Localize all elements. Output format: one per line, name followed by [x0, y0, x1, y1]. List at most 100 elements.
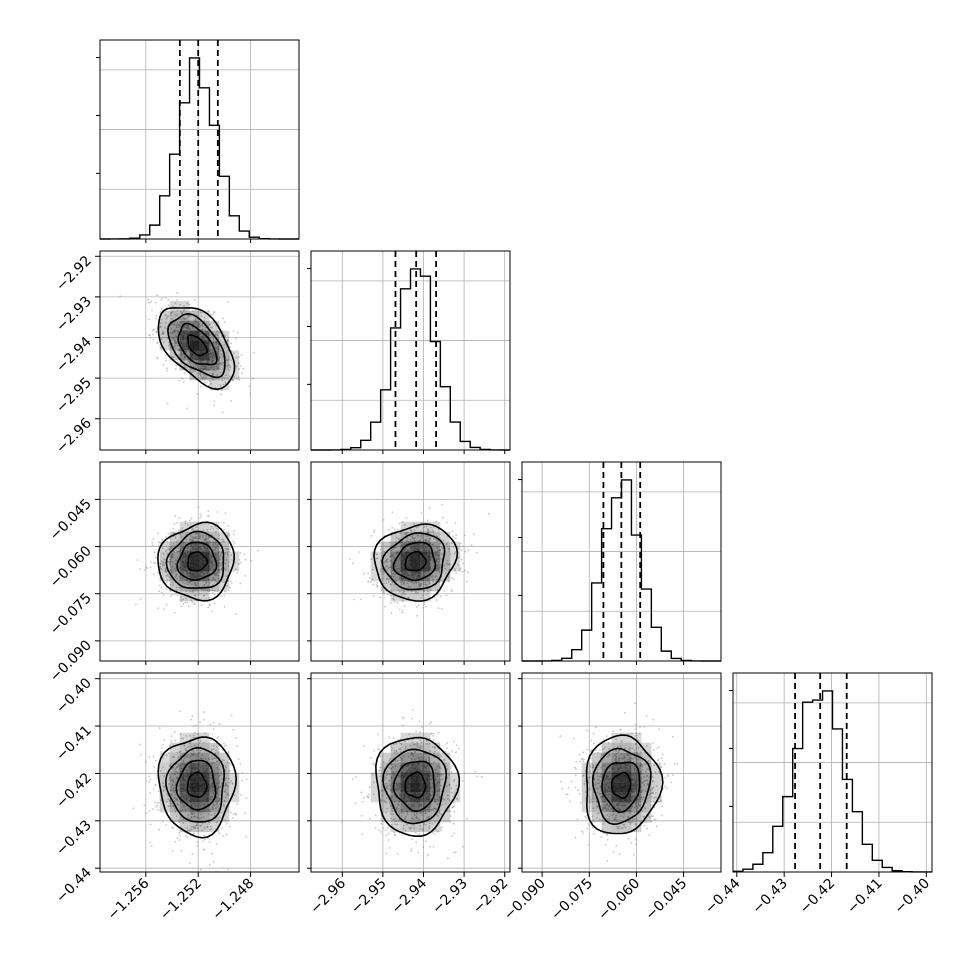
sample-point [427, 816, 430, 818]
sample-point [232, 533, 235, 536]
density-cell [420, 561, 431, 572]
sample-point [174, 840, 177, 843]
sample-point [229, 365, 232, 368]
density-cell [400, 792, 411, 803]
sample-point [241, 779, 243, 782]
sample-point [392, 766, 394, 769]
density-cell [159, 541, 170, 552]
sample-point [197, 738, 200, 741]
sample-point [387, 839, 390, 842]
sample-point [423, 590, 425, 593]
sample-point [223, 528, 225, 531]
sample-point [403, 755, 405, 758]
sample-point [221, 758, 224, 761]
sample-point [411, 738, 414, 741]
sample-point [210, 525, 213, 528]
sample-point [412, 537, 415, 540]
sample-point [213, 593, 216, 596]
sample-point [363, 796, 366, 799]
sample-point [398, 799, 400, 802]
sample-point [455, 788, 458, 791]
sample-point [159, 567, 162, 570]
sample-point [462, 545, 465, 548]
contour-3 [157, 307, 236, 391]
sample-point [399, 738, 402, 741]
sample-point [205, 593, 208, 595]
sample-point [380, 548, 382, 551]
panel-frame [99, 672, 300, 873]
sample-point [386, 784, 389, 787]
density-cell [169, 752, 180, 763]
density-cell [199, 350, 210, 361]
sample-point [192, 734, 195, 737]
sample-point [402, 717, 405, 720]
sample-point [226, 791, 228, 794]
sample-point [416, 743, 419, 746]
sample-point [466, 580, 468, 583]
sample-point [228, 358, 230, 361]
sample-point [231, 559, 233, 561]
sample-point [229, 769, 231, 772]
sample-point [171, 332, 174, 335]
sample-point [429, 526, 432, 529]
sample-point [195, 824, 198, 827]
sample-point [180, 318, 183, 321]
sample-point [175, 342, 177, 344]
sample-point [393, 749, 396, 752]
sample-point [218, 768, 220, 771]
sample-point [454, 851, 457, 854]
sample-point [218, 534, 221, 537]
histogram-steps [100, 57, 299, 240]
sample-point [225, 558, 228, 561]
sample-point [186, 407, 189, 410]
sample-point [382, 562, 385, 565]
density-cell [390, 822, 401, 833]
sample-point [226, 551, 229, 554]
sample-point [406, 582, 409, 584]
sample-point [196, 593, 199, 595]
sample-point [402, 591, 405, 594]
density-cell [219, 571, 230, 582]
sample-point [424, 823, 427, 826]
sample-point [432, 578, 435, 581]
sample-point [213, 590, 216, 592]
sample-point [223, 594, 226, 597]
density-cell [199, 591, 210, 602]
sample-point [215, 527, 218, 530]
sample-point [407, 755, 410, 758]
sample-point [352, 598, 355, 601]
sample-point [167, 783, 170, 786]
density-cell [430, 541, 441, 552]
contour-0 [404, 771, 427, 799]
sample-point [394, 817, 396, 820]
density-cell [179, 360, 190, 371]
sample-point [195, 584, 198, 587]
sample-point [169, 802, 172, 805]
sample-point [182, 759, 185, 762]
sample-point [460, 558, 463, 561]
sample-point [172, 527, 175, 530]
density-cell [199, 541, 210, 552]
sample-point [415, 841, 418, 844]
density-cell [420, 792, 431, 803]
density-cell [169, 300, 180, 311]
contour-0 [404, 550, 427, 572]
sample-point [441, 797, 444, 800]
sample-point [196, 732, 199, 735]
sample-point [156, 342, 159, 345]
panel-frame [521, 461, 722, 662]
sample-point [370, 534, 373, 537]
density-cell [159, 330, 170, 341]
density-cell [420, 762, 431, 773]
sample-point [181, 802, 184, 805]
sample-point [200, 515, 203, 518]
contour-0 [187, 334, 209, 357]
sample-point [250, 559, 253, 562]
density-cell [430, 802, 441, 813]
sample-point [455, 751, 457, 753]
density-cell [430, 812, 441, 823]
density-cell [209, 772, 220, 783]
sample-point [210, 313, 212, 316]
sample-point [368, 817, 371, 820]
sample-point [196, 372, 198, 375]
